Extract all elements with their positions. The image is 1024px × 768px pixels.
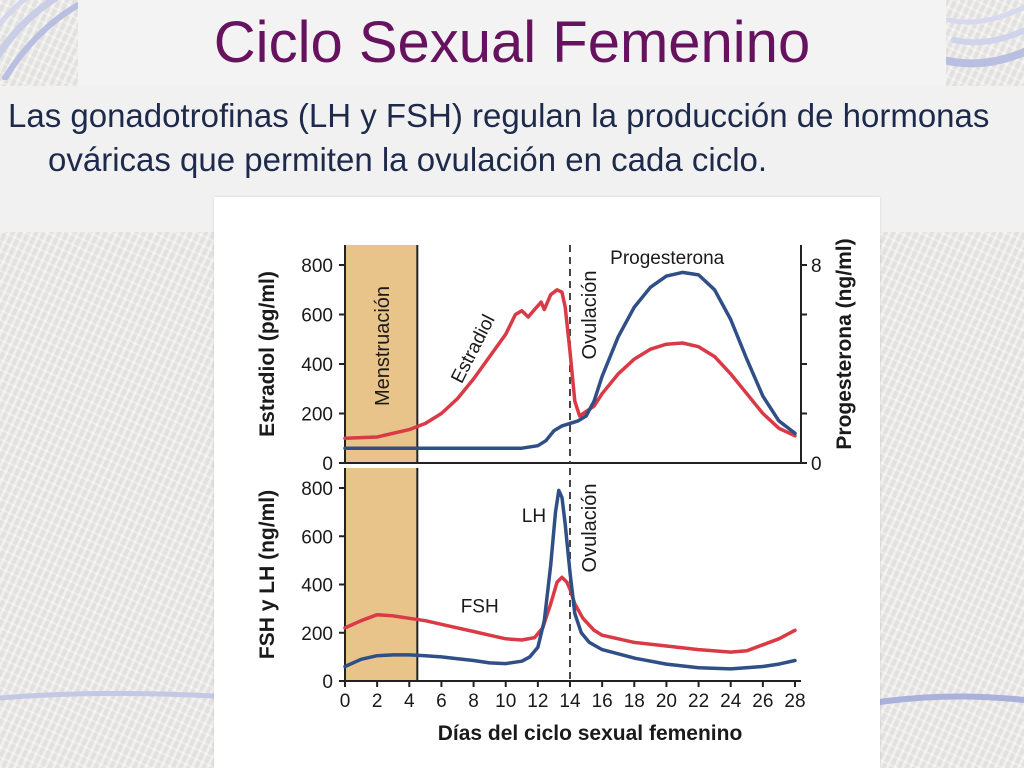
x-tick-label: 12 (527, 691, 548, 712)
x-tick-label: 14 (559, 691, 581, 712)
top-ovulation-label: Ovulación (579, 271, 601, 360)
decorative-swirl-top-right (944, 4, 1024, 68)
series-line-progesterona (343, 270, 797, 450)
x-tick-label: 8 (468, 691, 479, 712)
bottom-menstruation-band (345, 468, 418, 681)
x-tick-label: 24 (720, 691, 742, 712)
x-tick-label: 16 (592, 691, 613, 712)
hormone-chart-figure: 0 200 400 600 800 Estradiol (pg/ml) Ovulación M… (214, 197, 880, 768)
bottom-y-tick-label: 0 (322, 672, 333, 693)
x-tick-label: 28 (784, 691, 805, 712)
bottom-y-tick-label: 200 (301, 624, 333, 645)
top-menstruation-label: Menstruación (372, 286, 394, 406)
x-tick-label: 4 (404, 691, 415, 712)
bottom-y-tick-label: 800 (301, 479, 333, 500)
bottom-ovulation-label: Ovulación (579, 484, 601, 573)
bottom-y-tick-label: 400 (301, 576, 333, 597)
decorative-swirl-bottom (0, 690, 1024, 705)
x-tick-label: 22 (688, 691, 709, 712)
series-line-fsh (343, 575, 797, 654)
top-y-tick-label: 400 (301, 355, 333, 376)
top-y2-tick-label: 8 (811, 256, 822, 277)
top-y2-axis-label: Progesterona (ng/ml) (833, 238, 856, 449)
top-y-tick-label: 0 (322, 454, 333, 475)
top-menstruation-band (345, 245, 418, 463)
decorative-swirl-top-left (0, 0, 80, 80)
x-tick-label: 0 (340, 691, 351, 712)
top-y-axis-label: Estradiol (pg/ml) (256, 271, 279, 437)
series-label-fsh: FSH (461, 597, 499, 618)
x-tick-label: 20 (656, 691, 677, 712)
bottom-y-axis-label: FSH y LH (ng/ml) (256, 490, 279, 659)
x-tick-label: 18 (624, 691, 645, 712)
top-y-tick-label: 600 (301, 306, 333, 327)
x-tick-label: 26 (752, 691, 773, 712)
x-tick-label: 10 (495, 691, 516, 712)
series-label-estradiol: Estradiol (447, 311, 499, 386)
bottom-y-tick-label: 600 (301, 527, 333, 548)
top-y2-tick-label: 0 (811, 454, 822, 475)
series-line-lh (343, 488, 797, 671)
series-label-lh: LH (522, 506, 546, 527)
slide-bullet-text: Las gonadotrofinas (LH y FSH) regulan la… (8, 97, 990, 178)
x-tick-label: 6 (436, 691, 447, 712)
slide-title: Ciclo Sexual Femenino (213, 10, 811, 75)
x-tick-label: 2 (372, 691, 383, 712)
series-line-estradiol (343, 288, 797, 441)
top-y-tick-label: 800 (301, 256, 333, 277)
top-y-tick-label: 200 (301, 405, 333, 426)
series-label-progesterona: Progesterona (610, 248, 725, 269)
x-axis-label: Días del ciclo sexual femenino (438, 722, 743, 745)
title-bar (78, 0, 946, 86)
